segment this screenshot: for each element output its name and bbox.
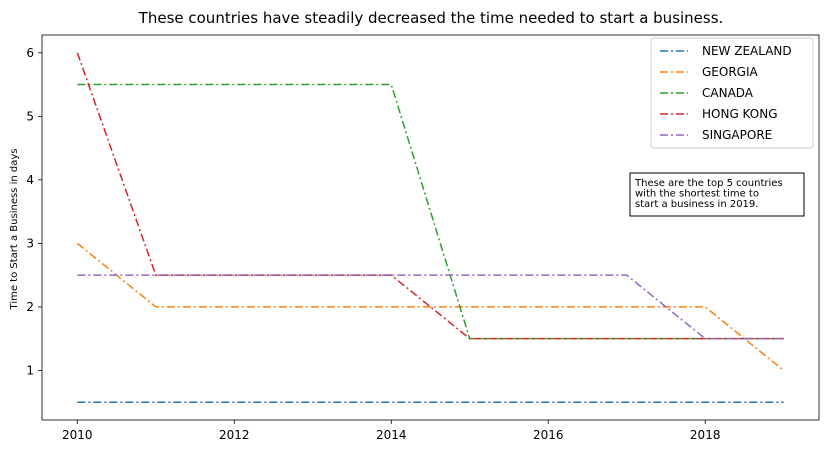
y-tick-label-5: 5 [26,109,34,123]
legend-label-georgia: GEORGIA [702,65,759,79]
x-tick-label-2010: 2010 [62,428,93,442]
legend-box [650,37,814,149]
y-axis-label: Time to Start a Business in days [9,149,20,311]
legend-label-hong-kong: HONG KONG [702,107,778,121]
y-tick-label-4: 4 [26,173,34,187]
y-tick-label-6: 6 [26,46,34,60]
series-line-canada [77,83,784,340]
chart-title: These countries have steadily decreased … [138,9,724,27]
legend-label-canada: CANADA [702,86,754,100]
legend-label-singapore: SINGAPORE [702,128,772,142]
annotation-box [629,172,805,217]
annotation-line-3: start a business in 2019. [635,199,758,210]
x-tick-label-2018: 2018 [690,428,721,442]
legend-label-new-zealand: NEW ZEALAND [702,44,792,58]
annotation-line-1: These are the top 5 countries [634,178,783,189]
x-tick-label-2016: 2016 [533,428,564,442]
x-tick-label-2012: 2012 [219,428,250,442]
y-tick-label-1: 1 [26,363,34,377]
axes-frame [41,34,820,421]
y-tick-label-2: 2 [26,300,34,314]
series-line-singapore [77,274,784,340]
plot-area: 2010 2012 2014 2016 2018 1 2 3 4 5 6 NEW ZEALAND GEO… [26,34,820,442]
x-tick-label-2014: 2014 [376,428,407,442]
y-tick-label-3: 3 [26,236,34,250]
series-line-georgia [76,242,785,372]
annotation-line-2: with the shortest time to [635,189,759,200]
